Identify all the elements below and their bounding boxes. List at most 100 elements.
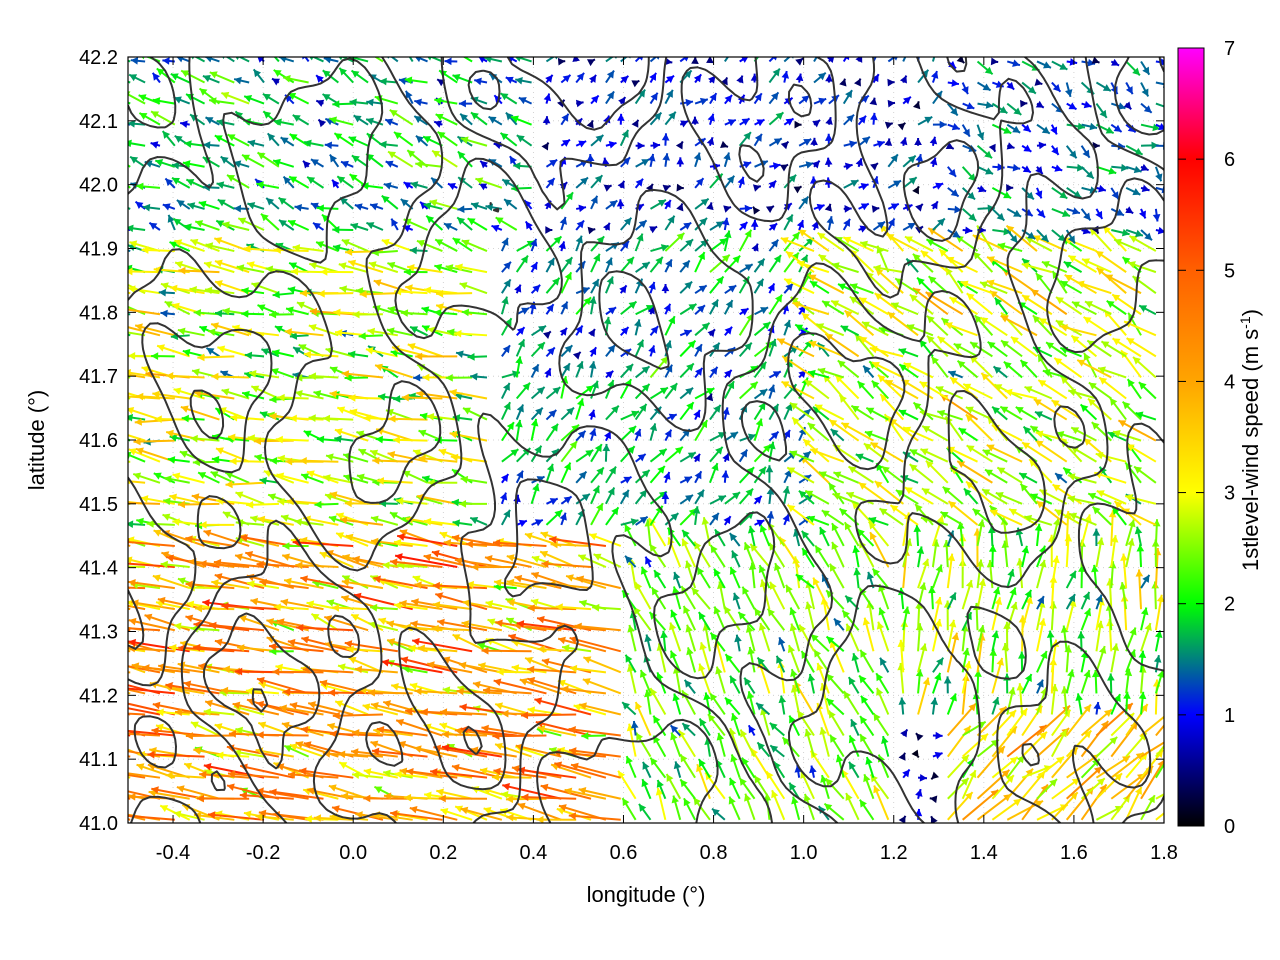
wind-vector xyxy=(1110,187,1120,200)
wind-vector xyxy=(947,370,964,379)
wind-vector xyxy=(545,226,553,234)
wind-vector xyxy=(440,808,473,821)
wind-vector xyxy=(151,352,175,360)
wind-vector xyxy=(766,608,786,631)
wind-vector xyxy=(1006,59,1021,67)
wind-vector xyxy=(381,658,443,674)
wind-vector xyxy=(961,579,974,610)
wind-vector xyxy=(605,306,617,316)
wind-vector xyxy=(510,115,532,126)
wind-vector xyxy=(631,119,640,128)
wind-vector xyxy=(753,258,766,273)
wind-vector xyxy=(634,339,645,357)
x-tick-label: 0.8 xyxy=(700,842,728,864)
wind-vector xyxy=(516,326,526,337)
wind-vector xyxy=(559,327,568,336)
wind-vector xyxy=(1051,60,1068,71)
wind-vector xyxy=(976,705,1008,737)
wind-vector xyxy=(1006,707,1028,737)
wind-vector xyxy=(738,342,753,358)
wind-vector xyxy=(694,177,705,189)
wind-vector xyxy=(128,712,146,716)
wind-vector xyxy=(992,365,1008,379)
wind-vector xyxy=(738,229,753,252)
wind-vector xyxy=(331,604,369,612)
wind-vector xyxy=(681,722,696,737)
wind-vector xyxy=(679,362,695,379)
wind-vector xyxy=(649,448,668,463)
wind-vector xyxy=(363,768,399,779)
wind-vector xyxy=(329,116,354,126)
wind-vector xyxy=(1140,741,1164,758)
wind-vector xyxy=(698,758,711,779)
wind-vector xyxy=(1036,679,1044,694)
wind-vector xyxy=(676,203,684,212)
wind-vector xyxy=(214,259,250,274)
wind-vector xyxy=(845,491,874,505)
wind-vector xyxy=(620,75,630,84)
x-tick-label: 1.8 xyxy=(1150,842,1178,864)
wind-vector xyxy=(340,160,354,168)
wind-vector xyxy=(663,303,672,315)
wind-vector xyxy=(1035,439,1068,463)
wind-vector xyxy=(560,495,573,505)
wind-vector xyxy=(706,202,714,211)
wind-vector xyxy=(1008,508,1038,526)
wind-vector xyxy=(1136,544,1145,568)
wind-vector xyxy=(322,93,339,105)
wind-vector xyxy=(930,200,939,210)
wind-vector xyxy=(698,663,711,694)
wind-vector xyxy=(204,57,220,63)
wind-vector xyxy=(1110,721,1139,758)
wind-vector xyxy=(930,355,949,379)
wind-vector xyxy=(274,118,294,127)
wind-vector xyxy=(620,425,637,442)
wind-vector xyxy=(457,57,473,63)
wind-vector xyxy=(991,208,1006,222)
wind-vector xyxy=(946,553,956,589)
wind-vector xyxy=(560,423,580,442)
wind-vector xyxy=(308,372,339,381)
wind-vector xyxy=(152,97,176,105)
wind-vector xyxy=(443,222,458,231)
wind-vector xyxy=(494,742,532,758)
wind-vector xyxy=(590,134,605,147)
wind-vector xyxy=(1155,744,1164,758)
wind-vector xyxy=(128,814,146,821)
wind-vector xyxy=(1051,187,1068,200)
wind-vector xyxy=(470,202,488,210)
wind-vector xyxy=(216,118,235,127)
wind-vector xyxy=(1036,755,1065,779)
wind-vector xyxy=(694,343,703,357)
wind-vector xyxy=(452,519,473,527)
wind-vector xyxy=(1066,58,1078,66)
wind-vector xyxy=(575,99,584,108)
wind-vector xyxy=(682,605,697,631)
wind-vector xyxy=(828,710,845,737)
wind-vector xyxy=(707,113,715,125)
wind-vector xyxy=(537,725,577,737)
wind-vector xyxy=(199,770,250,779)
wind-vector xyxy=(679,387,694,400)
wind-vector xyxy=(830,299,860,316)
wind-vector xyxy=(1065,703,1092,737)
wind-vector xyxy=(1006,229,1019,244)
wind-vector xyxy=(354,665,398,674)
wind-vector xyxy=(920,448,949,463)
wind-vector xyxy=(705,393,714,402)
wind-vector xyxy=(739,307,750,316)
wind-vector xyxy=(858,335,889,358)
wind-vector xyxy=(871,205,880,213)
wind-vector xyxy=(282,74,309,84)
wind-vector xyxy=(1036,650,1048,673)
wind-vector xyxy=(699,642,711,673)
wind-vector xyxy=(1065,598,1077,631)
y-tick-label: 41.3 xyxy=(79,622,118,644)
wind-vector xyxy=(858,202,870,211)
wind-vector xyxy=(897,122,906,131)
wind-vector xyxy=(751,243,759,252)
wind-vector xyxy=(560,74,572,84)
wind-vector xyxy=(673,571,682,589)
wind-vector xyxy=(1095,103,1108,119)
wind-vector xyxy=(1140,184,1150,193)
